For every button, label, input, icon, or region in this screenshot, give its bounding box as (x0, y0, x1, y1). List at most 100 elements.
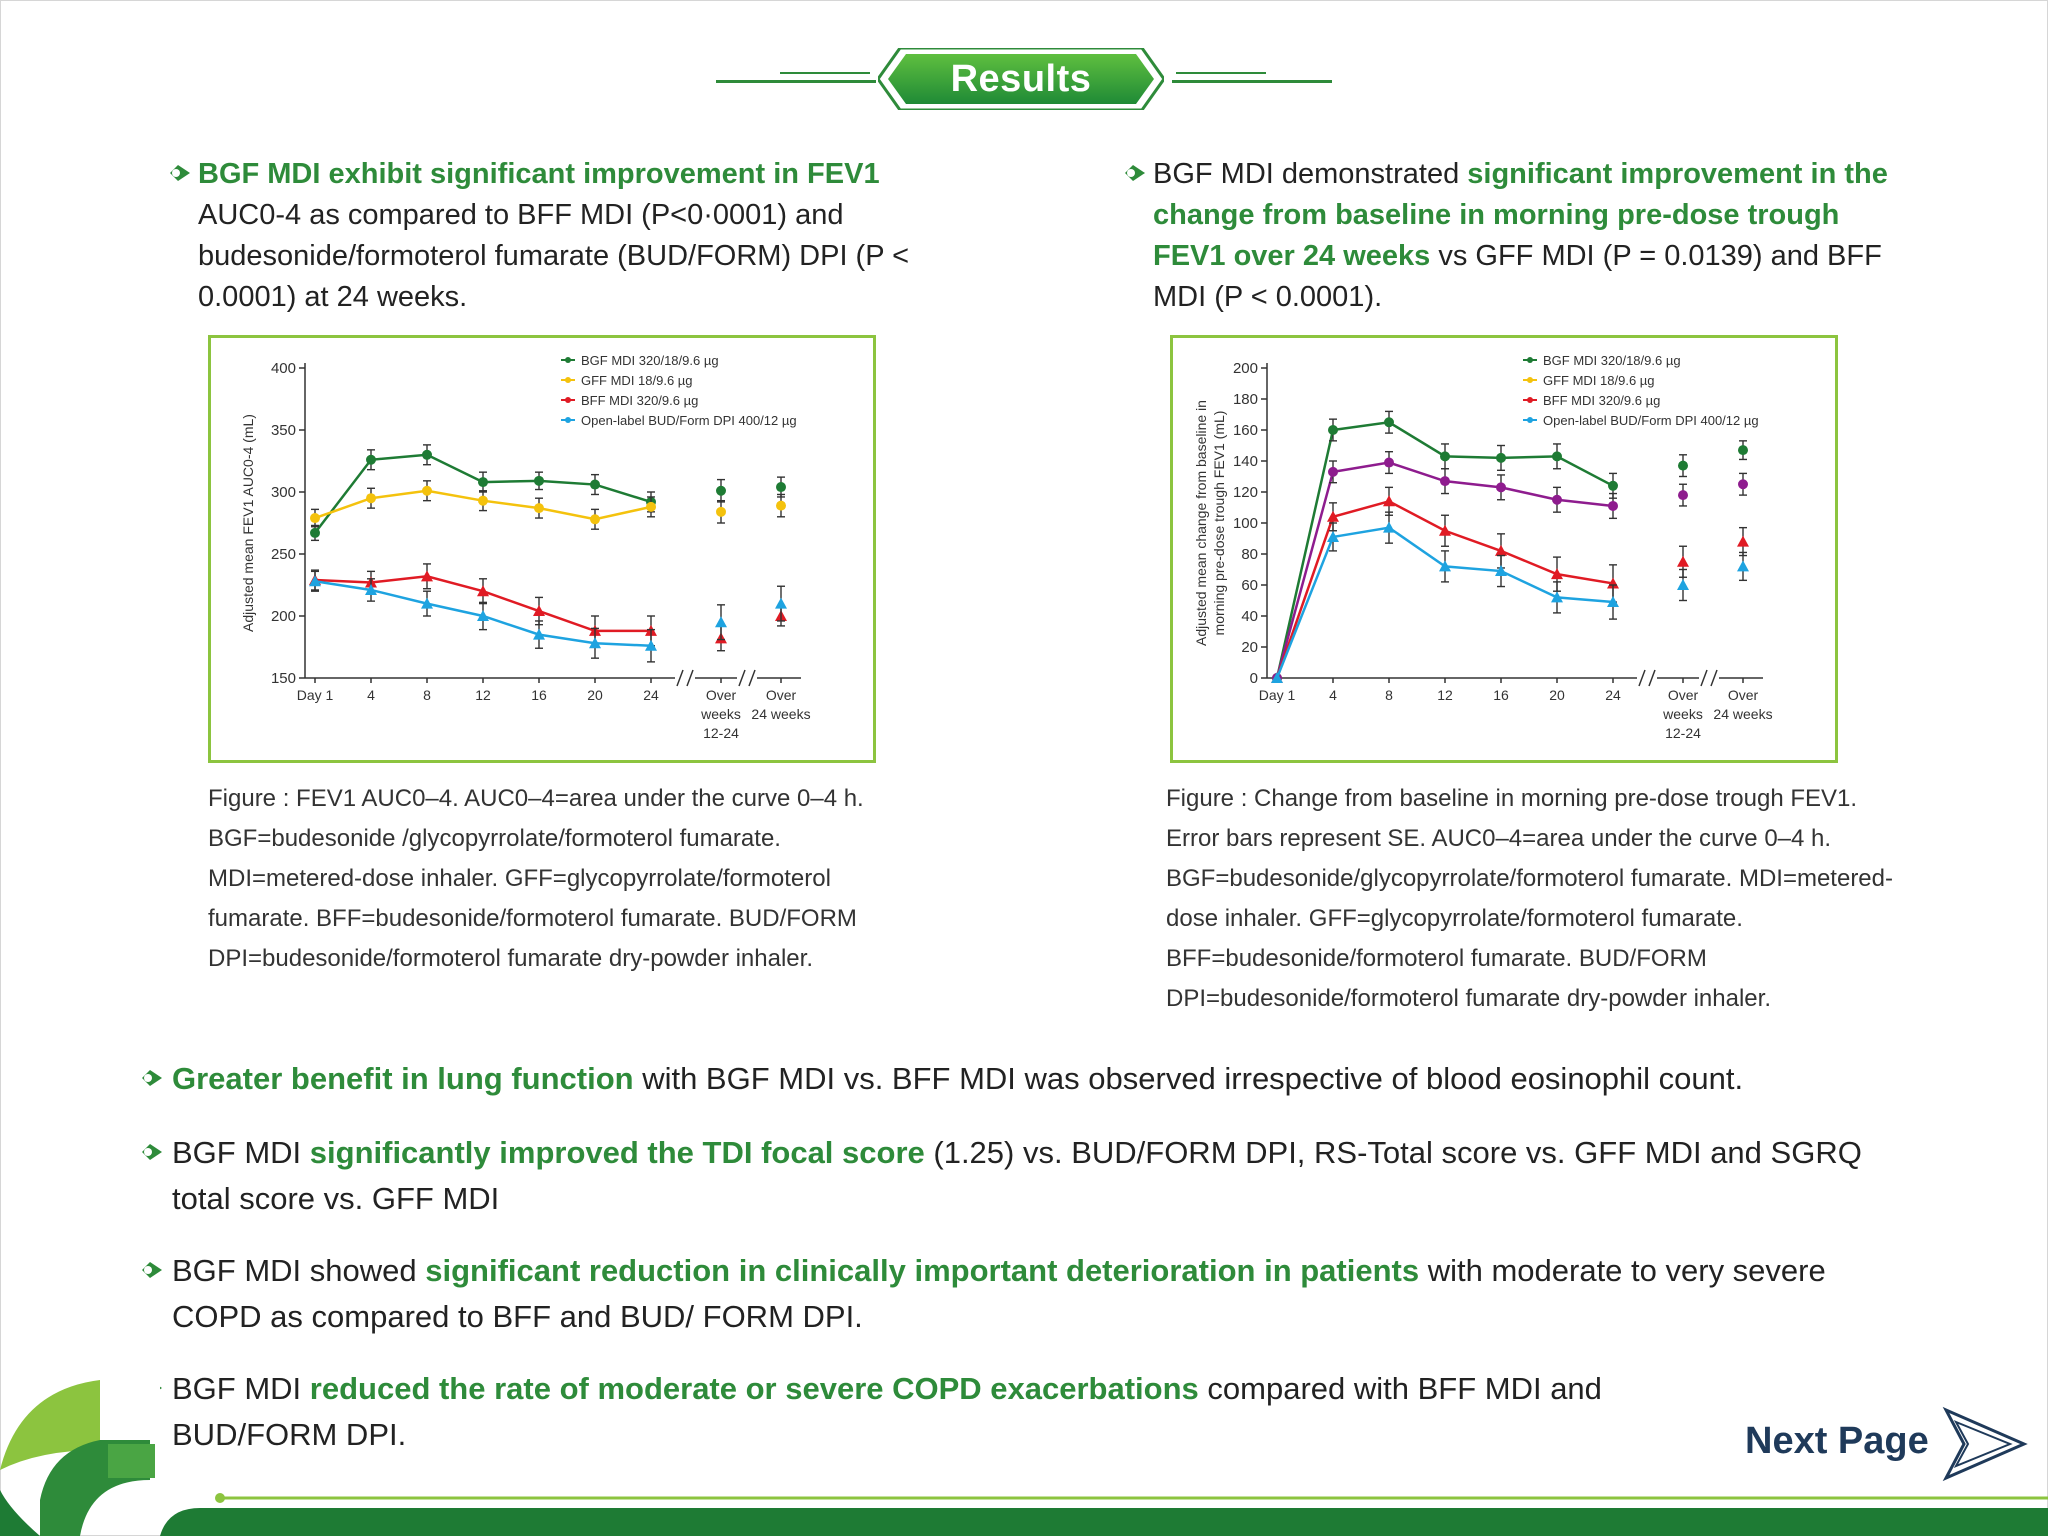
y-axis-label: Adjusted mean change from baseline in mor… (1193, 400, 1227, 646)
y-tick-label: 350 (271, 422, 296, 439)
data-point (1496, 452, 1506, 463)
axis-break (1648, 669, 1656, 687)
y-tick-label: 80 (1241, 546, 1258, 563)
x-tick-label: Day 1 (297, 687, 334, 703)
data-point (1384, 417, 1394, 428)
data-point (645, 639, 657, 651)
data-point (1328, 466, 1338, 477)
lower-bullet-2-lead: BGF MDI (172, 1135, 310, 1170)
axis-break (1700, 669, 1708, 687)
legend-label: BGF MDI 320/18/9.6 µg (1543, 353, 1681, 368)
data-point (422, 485, 432, 496)
lower-bullet-3-text: with moderate to very severe COPD as com… (172, 1253, 1826, 1334)
x-tick-label: 16 (531, 687, 547, 703)
data-point (478, 477, 488, 488)
legend-label: GFF MDI 18/9.6 µg (1543, 373, 1655, 388)
y-tick-label: 0 (1250, 670, 1258, 687)
y-tick-label: 20 (1241, 639, 1258, 656)
lower-bullet-2-highlight: significantly improved the TDI focal sco… (309, 1135, 925, 1170)
lower-bullet-1-text: with BGF MDI vs. BFF MDI was observed ir… (633, 1061, 1744, 1096)
y-tick-label: 150 (271, 670, 296, 687)
results-banner (878, 48, 1164, 110)
data-point (533, 628, 545, 640)
next-page-label[interactable]: Next Page (1745, 1420, 1929, 1462)
x-tick-label: 8 (423, 687, 431, 703)
data-point (1552, 451, 1562, 462)
data-point (1328, 425, 1338, 435)
bullet-arrow-icon (1125, 165, 1145, 181)
x-tick-label: 8 (1385, 687, 1393, 703)
data-point (1495, 544, 1507, 556)
y-tick-label: 400 (271, 360, 296, 377)
axis-break (1638, 669, 1646, 687)
data-point (1678, 460, 1688, 471)
data-point (1439, 524, 1451, 536)
axis-break (676, 669, 684, 687)
data-point (310, 527, 320, 538)
legend-swatch-marker (565, 397, 571, 403)
banner-line-left-short (780, 72, 870, 74)
data-point (590, 514, 600, 525)
legend-label: Open-label BUD/Form DPI 400/12 µg (581, 413, 797, 428)
y-tick-label: 180 (1233, 391, 1258, 408)
x-tick-label: Over 24 weeks (751, 687, 810, 722)
lower-bullet-2: BGF MDI significantly improved the TDI f… (142, 1130, 1892, 1222)
data-point (477, 585, 489, 597)
y-tick-label: 300 (271, 484, 296, 501)
y-tick-label: 100 (1233, 515, 1258, 532)
right-bullet-text: vs GFF MDI (P = 0.0139) and BFF MDI (P <… (1153, 240, 1882, 313)
data-point (1496, 482, 1506, 493)
legend-label: BFF MDI 320/9.6 µg (581, 393, 698, 408)
data-point (775, 597, 787, 609)
lower-bullet-3-lead: BGF MDI showed (172, 1253, 426, 1288)
data-point (1552, 494, 1562, 505)
data-point (716, 506, 726, 517)
data-point (1440, 476, 1450, 487)
data-point (589, 637, 601, 649)
trough-fev1-chart-svg: 0 20 40 60 80 100 120 140 160 180 200 Day 1 4 8 12 16 20… (1193, 353, 1773, 741)
bullet-arrow-icon (142, 1144, 162, 1160)
x-tick-label: 24 (1605, 687, 1621, 703)
data-point (421, 597, 433, 609)
data-point (1737, 535, 1749, 547)
data-point (1607, 596, 1619, 608)
data-point (365, 583, 377, 595)
legend-swatch-marker (565, 377, 571, 383)
legend-swatch-marker (1527, 417, 1533, 423)
bullet-arrow-icon (142, 1070, 162, 1086)
legend-swatch-marker (565, 417, 571, 423)
data-point (1607, 577, 1619, 589)
next-page-arrow-icon[interactable] (1940, 1404, 2030, 1484)
fev1-auc-chart: 150 200 250 300 350 400 Day 1 4 8 12 16 20 24 Over wee… (208, 335, 876, 763)
legend-swatch-marker (1527, 397, 1533, 403)
brand-leaf-logo (0, 1380, 160, 1536)
data-point (1327, 530, 1339, 542)
footer-bar (160, 1493, 2048, 1536)
y-tick-label: 160 (1233, 422, 1258, 439)
lower-bullet-4-text: compared with BFF MDI and BUD/FORM DPI. (172, 1371, 1602, 1452)
banner-line-right-short (1176, 72, 1266, 74)
lower-bullet-1-highlight: Greater benefit in lung function (172, 1061, 634, 1096)
legend-swatch-marker (1527, 377, 1533, 383)
trough-fev1-chart: 0 20 40 60 80 100 120 140 160 180 200 Day 1 4 8 12 16 20… (1170, 335, 1838, 763)
y-tick-label: 200 (271, 608, 296, 625)
y-axis-label: Adjusted mean FEV1 AUC0-4 (mL) (240, 414, 256, 632)
data-point (1738, 445, 1748, 456)
x-tick-label: 16 (1493, 687, 1509, 703)
x-tick-label: 4 (367, 687, 375, 703)
legend-label: Open-label BUD/Form DPI 400/12 µg (1543, 413, 1759, 428)
data-point (478, 495, 488, 506)
left-figure-caption: Figure : FEV1 AUC0–4. AUC0–4=area under … (208, 785, 864, 972)
x-tick-label: Over weeks 12-24 (1662, 687, 1703, 741)
lower-bullet-4: BGF MDI reduced the rate of moderate or … (142, 1366, 1652, 1458)
y-tick-label: 140 (1233, 453, 1258, 470)
x-tick-label: 24 (643, 687, 659, 703)
lower-bullet-3-highlight: significant reduction in clinically impo… (425, 1253, 1420, 1288)
data-point (776, 482, 786, 493)
legend-label: GFF MDI 18/9.6 µg (581, 373, 693, 388)
axis-break (686, 669, 694, 687)
legend-swatch-marker (565, 357, 571, 363)
axis-break (738, 669, 746, 687)
axis-break (748, 669, 756, 687)
lower-bullet-2-text: (1.25) vs. BUD/FORM DPI, RS-Total score … (172, 1135, 1862, 1216)
